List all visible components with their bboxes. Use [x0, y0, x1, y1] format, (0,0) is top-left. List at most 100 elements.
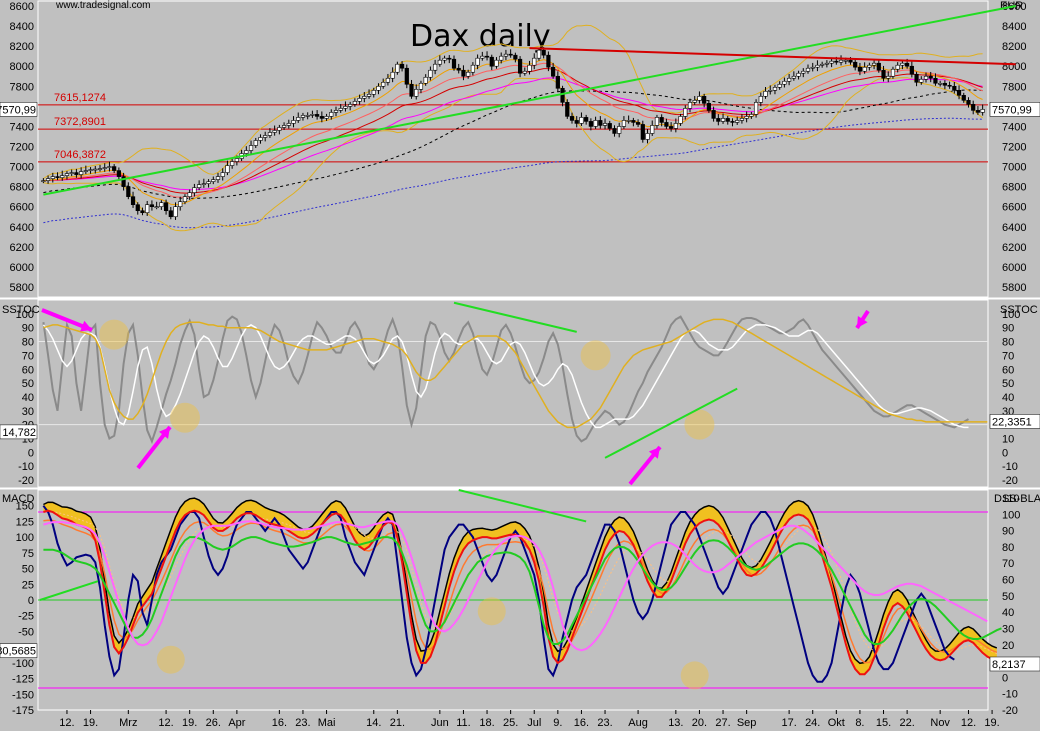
candle-up [423, 76, 428, 84]
candle-up [683, 108, 688, 117]
candle-up [338, 108, 343, 111]
candle-up [791, 75, 796, 79]
price-y-tick-right: 5800 [1002, 282, 1026, 294]
candle-up [735, 120, 740, 123]
candle-up [215, 176, 221, 180]
candle-up [300, 115, 306, 118]
candle-up [348, 104, 353, 107]
candle-up [64, 173, 70, 176]
x-tick-label: 18. [479, 717, 494, 729]
dss-y-tick: 20 [1002, 640, 1014, 652]
candle-up [272, 130, 277, 133]
macd-y-tick: 125 [16, 516, 34, 528]
candle-up [333, 110, 339, 113]
candle-up [88, 169, 93, 171]
candle-up [267, 132, 273, 136]
candle-down [905, 62, 910, 67]
price-y-tick-left: 8600 [10, 1, 34, 13]
sstoc-y-tick-right: 0 [1002, 447, 1008, 459]
price-y-tick-left: 8000 [10, 61, 34, 73]
candle-down [848, 59, 853, 63]
candle-up [621, 120, 627, 127]
candle-up [178, 201, 183, 207]
candle-up [938, 82, 943, 85]
price-y-tick-left: 6200 [10, 242, 34, 254]
candle-down [447, 57, 452, 60]
x-tick-label: Apr [228, 717, 245, 729]
candle-down [565, 102, 570, 117]
candle-up [60, 175, 65, 178]
price-y-tick-right: 6600 [1002, 202, 1026, 214]
sstoc-y-tick-right: 70 [1002, 350, 1014, 362]
dss-y-tick: 90 [1002, 526, 1014, 538]
x-tick-label: 23. [597, 717, 612, 729]
macd-y-tick: 0 [28, 595, 34, 607]
sstoc-y-tick-left: 80 [22, 337, 34, 349]
candle-up [522, 70, 527, 74]
x-tick-label: 15. [876, 717, 891, 729]
candle-up [494, 59, 499, 67]
candle-down [126, 186, 131, 197]
price-y-tick-left: 7200 [10, 141, 34, 153]
x-tick-label: Aug [628, 717, 648, 729]
candle-down [74, 172, 79, 175]
sstoc-y-tick-right: 40 [1002, 392, 1014, 404]
candle-up [258, 137, 263, 141]
candle-down [551, 66, 556, 77]
candle-up [650, 125, 655, 134]
x-tick-label: 19. [182, 717, 197, 729]
trend-line [43, 5, 1016, 196]
sstoc-y-tick-right: 90 [1002, 323, 1014, 335]
candle-up [843, 59, 848, 62]
macd-y-tick: -150 [12, 689, 34, 701]
price-y-tick-right: 7400 [1002, 121, 1026, 133]
dss-y-tick: 110 [1002, 493, 1020, 505]
annotation-arrowhead [648, 447, 660, 459]
sstoc-series-line [42, 324, 969, 429]
macd-y-tick: 150 [16, 501, 34, 513]
highlight-circle [169, 402, 200, 433]
candle-up [187, 192, 192, 197]
ma-45-line [43, 77, 983, 191]
dss-y-tick: 100 [1002, 509, 1020, 521]
candle-down [702, 96, 707, 104]
candle-up [192, 187, 197, 193]
sstoc-panel [37, 299, 989, 488]
last-value-box-left [0, 102, 38, 117]
divergence-line [453, 301, 577, 333]
candle-up [763, 91, 768, 97]
candle-down [404, 67, 409, 85]
candle-up [782, 80, 787, 85]
candle-up [291, 120, 296, 124]
x-tick-label: 19. [984, 717, 999, 729]
macd-y-tick: 75 [22, 548, 34, 560]
x-tick-label: 17. [781, 717, 796, 729]
candle-up [753, 102, 759, 115]
candle-up [919, 78, 924, 83]
candle-up [777, 83, 782, 88]
x-tick-label: Jun [431, 717, 449, 729]
candle-up [744, 116, 749, 119]
price-y-tick-right: 6000 [1002, 262, 1026, 274]
candle-up [749, 114, 754, 117]
candle-down [928, 75, 933, 79]
candle-up [145, 204, 150, 214]
candle-down [933, 77, 938, 84]
annotation-arrowhead [80, 320, 92, 332]
level-label: 7615,1274 [54, 92, 106, 104]
dss-y-tick: 50 [1002, 591, 1014, 603]
candle-down [569, 116, 575, 121]
price-panel [37, 0, 989, 298]
candle-up [97, 168, 103, 170]
sstoc-y-tick-left: 90 [22, 323, 34, 335]
sstoc-y-tick-right: -10 [1002, 461, 1018, 473]
sstoc-value-box-left [0, 424, 38, 440]
candle-up [503, 53, 509, 57]
candle-up [390, 71, 395, 79]
highlight-circle [99, 319, 130, 350]
candle-up [357, 98, 362, 102]
dss-value-right: 8,2137 [992, 659, 1026, 671]
price-y-tick-left: 7400 [10, 121, 34, 133]
candle-up [329, 112, 334, 117]
